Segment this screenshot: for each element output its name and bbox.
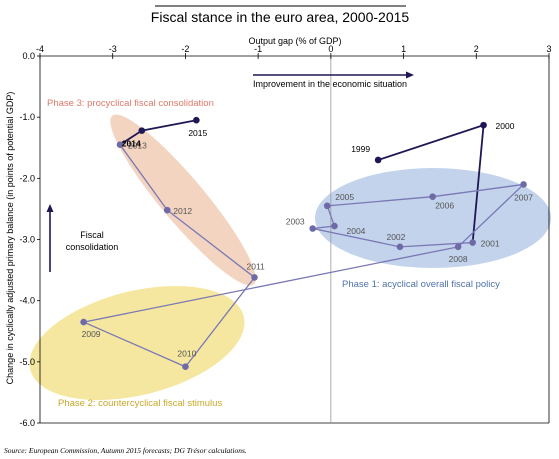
label-2015: 2015	[188, 128, 207, 138]
phase-3-label: Phase 3: procyclical fiscal consolidatio…	[47, 98, 214, 109]
label-2000: 2000	[496, 121, 515, 131]
label-2013: 2013	[128, 141, 147, 151]
x-tick-label: -1	[254, 44, 262, 54]
y-tick-label: -3.0	[19, 235, 35, 245]
y-axis-label: Change in cyclically adjusted primary ba…	[5, 92, 15, 385]
y-tick-label: -4.0	[19, 296, 35, 306]
improvement-label: Improvement in the economic situation	[253, 79, 407, 89]
data-point-2011	[251, 274, 258, 281]
phase-2-region	[29, 285, 245, 401]
data-points	[80, 116, 527, 371]
label-2010: 2010	[177, 349, 196, 359]
y-tick-label: -5.0	[19, 357, 35, 367]
label-2003: 2003	[286, 216, 305, 226]
x-tick-label: 1	[401, 44, 406, 54]
y-tick-label: -1.0	[19, 112, 35, 122]
improvement-arrow	[253, 71, 414, 79]
consolidation-label-line1: Fiscal	[80, 230, 104, 240]
data-point-1999	[374, 156, 382, 164]
x-tick-label: 0	[328, 44, 333, 54]
phase-2-label: Phase 2: countercyclical fiscal stimulus	[58, 398, 222, 409]
data-point-2007	[520, 181, 527, 188]
chart-title: Fiscal stance in the euro area, 2000-201…	[151, 9, 410, 25]
label-2007: 2007	[514, 192, 533, 202]
data-point-2005	[323, 202, 331, 210]
label-2014: 2014	[122, 139, 141, 149]
label-2011: 2011	[247, 261, 266, 271]
y-tick-label: -6.0	[19, 418, 35, 428]
label-2006: 2006	[435, 201, 454, 211]
label-2002: 2002	[386, 232, 405, 242]
data-point-2013	[116, 141, 124, 148]
data-point-2001	[469, 239, 476, 246]
label-2009: 2009	[82, 329, 101, 339]
consolidation-label-line2: consolidation	[66, 242, 119, 252]
phase-regions	[29, 114, 551, 401]
source-note: Source: European Commission, Autumn 2015…	[4, 446, 247, 455]
x-tick-label: -2	[181, 44, 189, 54]
y-tick-label: 0.0	[22, 51, 35, 61]
data-point-2015	[193, 116, 200, 124]
data-point-2002	[396, 243, 404, 251]
x-tick-label: -3	[109, 44, 117, 54]
label-2001: 2001	[481, 239, 500, 249]
label-2012: 2012	[173, 206, 192, 216]
label-2008: 2008	[449, 254, 468, 264]
consolidation-arrow	[46, 204, 54, 272]
x-tick-label: 2	[474, 44, 479, 54]
axes: -4 -3 -2 -1 0 1 2 3 0.0 -1.0 -2.0 -3.0 -4.0 -5.0 -6.0	[19, 44, 551, 428]
data-point-2006	[429, 193, 436, 200]
x-tick-label: -4	[36, 44, 44, 54]
x-axis-label: Output gap (% of GDP)	[248, 36, 341, 46]
data-point-2012	[163, 206, 171, 214]
x-tick-label: 3	[546, 44, 551, 54]
phase-3-region	[110, 114, 256, 286]
label-1999: 1999	[351, 144, 370, 154]
data-point-2009	[80, 318, 87, 326]
data-point-2003	[309, 225, 316, 232]
data-point-2010	[182, 363, 189, 371]
phase-1-label: Phase 1: acyclical overall fiscal policy	[342, 279, 500, 290]
y-tick-label: -2.0	[19, 173, 35, 183]
data-point-2008	[454, 243, 462, 251]
data-point-labels: 1999 2000 2001 2002 2003 2004 2005 2006 2007 2008…	[82, 121, 534, 359]
phase-1-region	[315, 168, 551, 268]
label-2005: 2005	[335, 192, 354, 202]
label-2004: 2004	[346, 226, 365, 236]
data-point-2014	[138, 127, 146, 134]
data-point-2000	[480, 121, 487, 129]
data-point-2004	[331, 222, 338, 230]
